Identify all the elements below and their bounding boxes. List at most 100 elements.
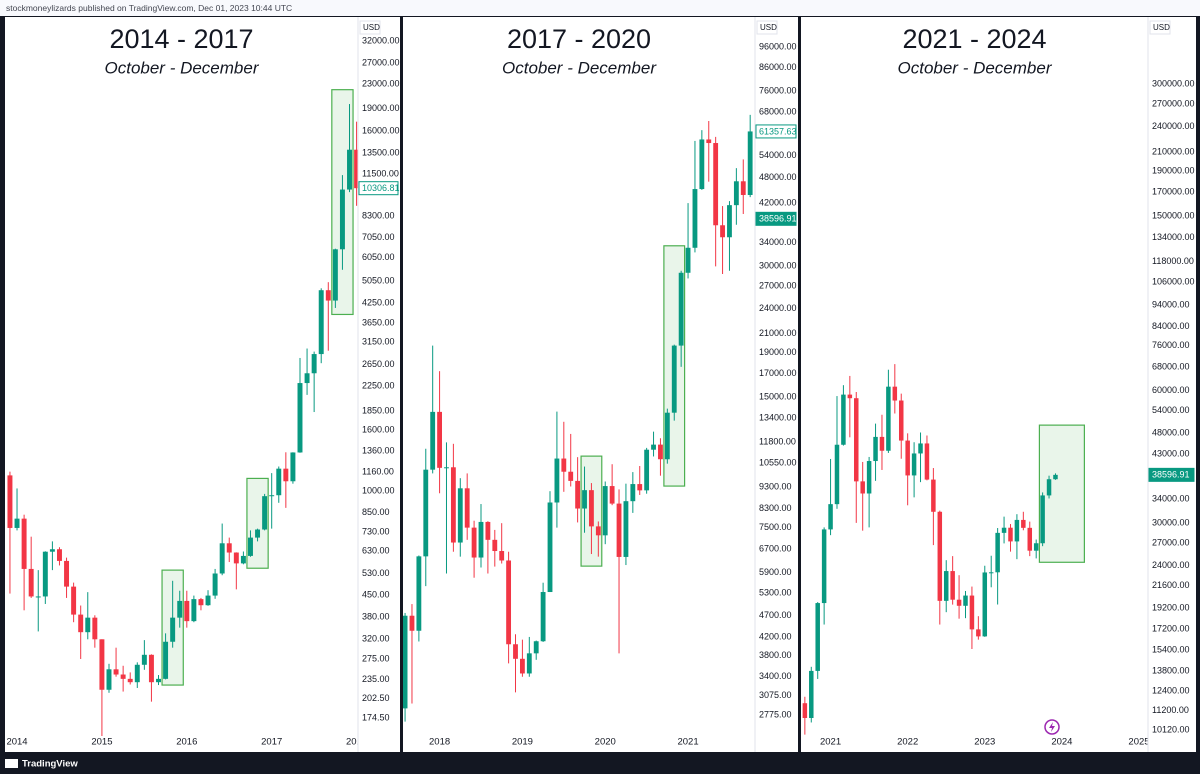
candle-body [492,539,498,552]
candle-body [99,639,105,690]
candle-body [233,552,239,564]
y-tick-label: 34000.00 [1152,493,1190,503]
candle-body [92,617,98,640]
candle-body [464,488,470,528]
candle-body [156,678,161,683]
currency-box [1149,20,1171,35]
y-tick-label: 106000.00 [1152,277,1195,287]
candle-body [898,400,904,441]
candle-body [651,444,656,450]
candle-body [141,654,147,665]
candle-body [879,436,885,451]
y-tick-label: 21000.00 [759,328,797,338]
candle-body [318,290,324,355]
y-tick-label: 2650.00 [362,359,395,369]
candle-body [49,549,55,552]
y-tick-label: 21600.00 [1152,580,1190,590]
y-tick-label: 1160.00 [362,466,394,476]
candle-body [506,560,512,645]
y-tick-label: 24000.00 [759,303,797,313]
y-tick-label: 11500.00 [362,168,399,178]
candle-body [854,398,859,482]
y-tick-label: 202.50 [362,693,390,703]
y-tick-label: 48000.00 [759,172,797,182]
candle-body [931,479,936,512]
y-tick-label: 19000.00 [759,347,797,357]
y-tick-label: 30000.00 [1152,517,1190,527]
y-tick-label: 7050.00 [362,232,395,242]
y-tick-label: 630.00 [362,546,390,556]
candle-body [892,386,898,401]
candle-body [886,386,891,451]
y-tick-label: 6700.00 [759,543,792,553]
y-tick-label: 530.00 [362,568,390,578]
chart-title: 2014 - 2017 [109,24,253,54]
candle-body [170,617,176,642]
candle-body [247,537,253,556]
candle-body [609,486,615,504]
candle-body [963,595,968,606]
candle-body [478,521,484,558]
candle-body [950,571,955,600]
y-tick-label: 30000.00 [759,261,797,271]
y-tick-label: 174.50 [362,712,390,722]
y-tick-label: 5300.00 [759,587,792,597]
y-tick-label: 3800.00 [759,650,792,660]
y-tick-label: 10120.00 [1152,724,1190,734]
candle-body [821,529,827,604]
candle-body [589,490,594,527]
y-tick-label: 150000.00 [1152,210,1195,220]
y-tick-label: 1600.00 [362,425,395,435]
y-tick-label: 170000.00 [1152,187,1195,197]
candle-body [733,181,739,206]
price-axis [358,17,400,752]
candle-body [403,615,408,709]
y-tick-label: 4700.00 [759,610,792,620]
last-price-label-box [358,181,399,196]
y-tick-label: 27000.00 [1152,537,1190,547]
candle-body [740,181,746,195]
candle-body [671,345,677,413]
candle-body [1014,519,1020,542]
y-tick-label: 2775.00 [759,709,792,719]
header-text: stockmoneylizards published on TradingVi… [6,3,292,13]
y-tick-label: 8300.00 [759,503,792,513]
header-bar [0,0,1200,16]
y-tick-label: 3150.00 [362,337,395,347]
candle-body [325,290,331,301]
candle-body [163,641,169,679]
y-tick-label: 12400.00 [1152,686,1190,696]
last-price-label-box [755,124,797,139]
y-tick-label: 1360.00 [362,446,395,456]
y-tick-label: 5050.00 [362,275,395,285]
candle-body [283,468,289,482]
panel-background [5,17,400,752]
y-tick-label: 11200.00 [1152,705,1189,715]
y-tick-label: 19200.00 [1152,602,1190,612]
y-tick-label: 1000.00 [362,486,395,496]
plot-area: 2018 2019 2020 2021 [403,114,753,748]
candle-body [262,496,268,530]
candle-body [450,467,456,543]
candle-body [513,644,518,659]
candle-body [444,467,449,469]
candle-body [7,475,13,528]
currency-label: USD [760,23,777,32]
y-tick-label: 32000.00 [362,35,400,45]
x-tick-label: 2016 [176,737,197,748]
y-tick-label: 15400.00 [1152,644,1190,654]
y-tick-label: 17000.00 [759,368,797,378]
plot-area: 2021 2022 2023 2024 2025 [802,364,1148,748]
chart-subtitle: October - December [502,58,657,77]
candle-body [1040,495,1045,544]
y-tick-label: 76000.00 [759,85,797,95]
y-tick-label: 60000.00 [1152,385,1190,395]
candle-body [526,653,532,674]
candle-body [866,461,872,494]
x-tick-label: 2021 [820,737,841,748]
last-price-label: 38596.91 [1152,470,1190,480]
y-tick-label: 235.00 [362,674,390,684]
y-tick-label: 300000.00 [1152,78,1195,88]
currency-label: USD [363,23,380,32]
x-tick-label: 2017 [261,737,282,748]
